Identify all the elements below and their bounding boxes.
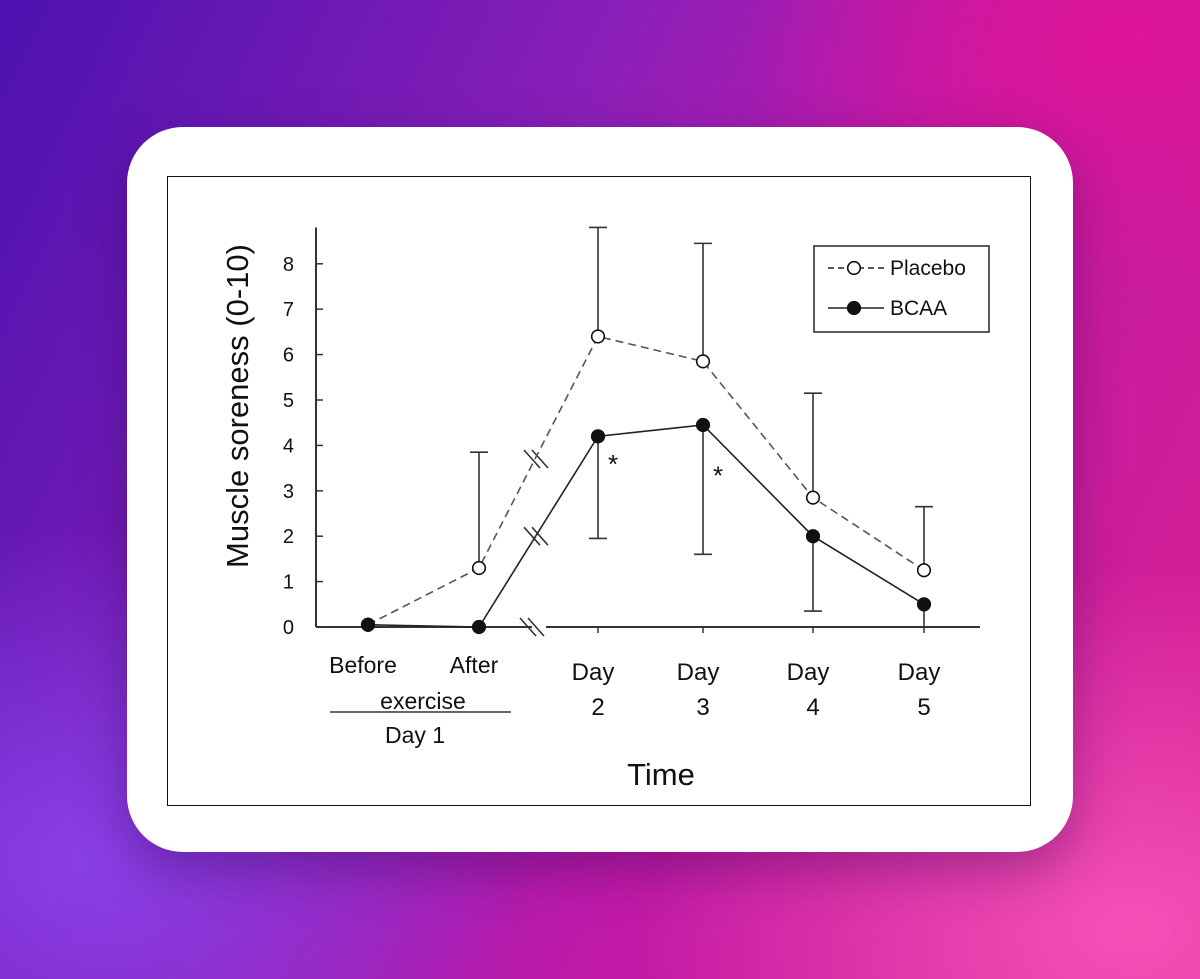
significance-marker: * bbox=[608, 449, 618, 479]
y-tick-label: 0 bbox=[283, 617, 294, 639]
bcaa-point bbox=[471, 619, 487, 635]
legend-marker bbox=[846, 260, 862, 276]
x-tick-labels: Before After Day 2 Day 3 Day 4 Day 5 exercise Day 1 bbox=[329, 652, 940, 748]
chart-card: 0 1 2 3 4 5 6 7 8 Before After Day 2 Day 3 Day 4 Day 5 exe… bbox=[127, 127, 1073, 852]
soreness-chart: 0 1 2 3 4 5 6 7 8 Before After Day 2 Day 3 Day 4 Day 5 exe… bbox=[220, 226, 990, 792]
error-bars bbox=[470, 226, 933, 628]
significance-marker: * bbox=[713, 460, 723, 490]
group-label: exercise bbox=[380, 688, 466, 714]
series-points bbox=[360, 329, 932, 635]
annotations: * * bbox=[608, 449, 723, 490]
y-tick-label: 2 bbox=[283, 526, 294, 548]
x-tick-label: 3 bbox=[696, 694, 709, 721]
chart-frame: 0 1 2 3 4 5 6 7 8 Before After Day 2 Day 3 Day 4 Day 5 exe… bbox=[167, 176, 1031, 806]
series-line bbox=[367, 424, 925, 628]
y-ticks: 0 1 2 3 4 5 6 7 8 bbox=[283, 254, 323, 639]
y-tick-label: 8 bbox=[283, 254, 294, 276]
x-tick-label: 5 bbox=[917, 694, 930, 721]
x-tick-label: Day bbox=[572, 659, 615, 686]
legend-marker bbox=[846, 300, 862, 316]
bcaa-point bbox=[805, 529, 821, 544]
placebo-point bbox=[590, 329, 606, 344]
placebo-point bbox=[916, 563, 932, 578]
y-tick-label: 7 bbox=[283, 299, 294, 321]
y-axis-label: Muscle soreness (0-10) bbox=[220, 244, 255, 568]
x-tick-label: Day bbox=[787, 659, 830, 686]
axes bbox=[315, 227, 980, 637]
x-tick-label: 2 bbox=[591, 694, 604, 721]
x-axis-label: Time bbox=[627, 757, 695, 792]
x-tick-label: Day bbox=[898, 659, 941, 686]
x-tick-label: After bbox=[450, 652, 499, 678]
group-sublabel: Day 1 bbox=[385, 722, 445, 748]
axis-break-mark bbox=[531, 449, 549, 469]
legend: Placebo BCAA bbox=[813, 245, 990, 333]
x-tick-label: 4 bbox=[806, 694, 819, 721]
axis-break-mark bbox=[523, 526, 541, 546]
y-tick-label: 4 bbox=[283, 435, 294, 457]
bcaa-point bbox=[695, 417, 711, 433]
y-tick-label: 3 bbox=[283, 481, 294, 503]
y-tick-label: 1 bbox=[283, 572, 294, 594]
legend-label: BCAA bbox=[890, 297, 947, 320]
placebo-point bbox=[695, 354, 711, 369]
x-tick-label: Day bbox=[677, 659, 720, 686]
axis-break-mark bbox=[519, 617, 537, 637]
bcaa-point bbox=[360, 617, 376, 632]
series-lines bbox=[367, 335, 925, 628]
axis-break-mark bbox=[523, 449, 541, 469]
axis-break-mark bbox=[531, 526, 549, 546]
bcaa-point bbox=[916, 597, 932, 612]
x-tick-label: Before bbox=[329, 652, 397, 678]
legend-label: Placebo bbox=[890, 257, 966, 280]
placebo-point bbox=[805, 490, 821, 505]
y-tick-label: 6 bbox=[283, 345, 294, 367]
legend-box bbox=[813, 245, 990, 333]
bcaa-point bbox=[590, 429, 606, 444]
placebo-point bbox=[471, 560, 487, 576]
axis-break-mark bbox=[527, 617, 545, 637]
series-line bbox=[367, 335, 925, 626]
y-tick-label: 5 bbox=[283, 390, 294, 412]
